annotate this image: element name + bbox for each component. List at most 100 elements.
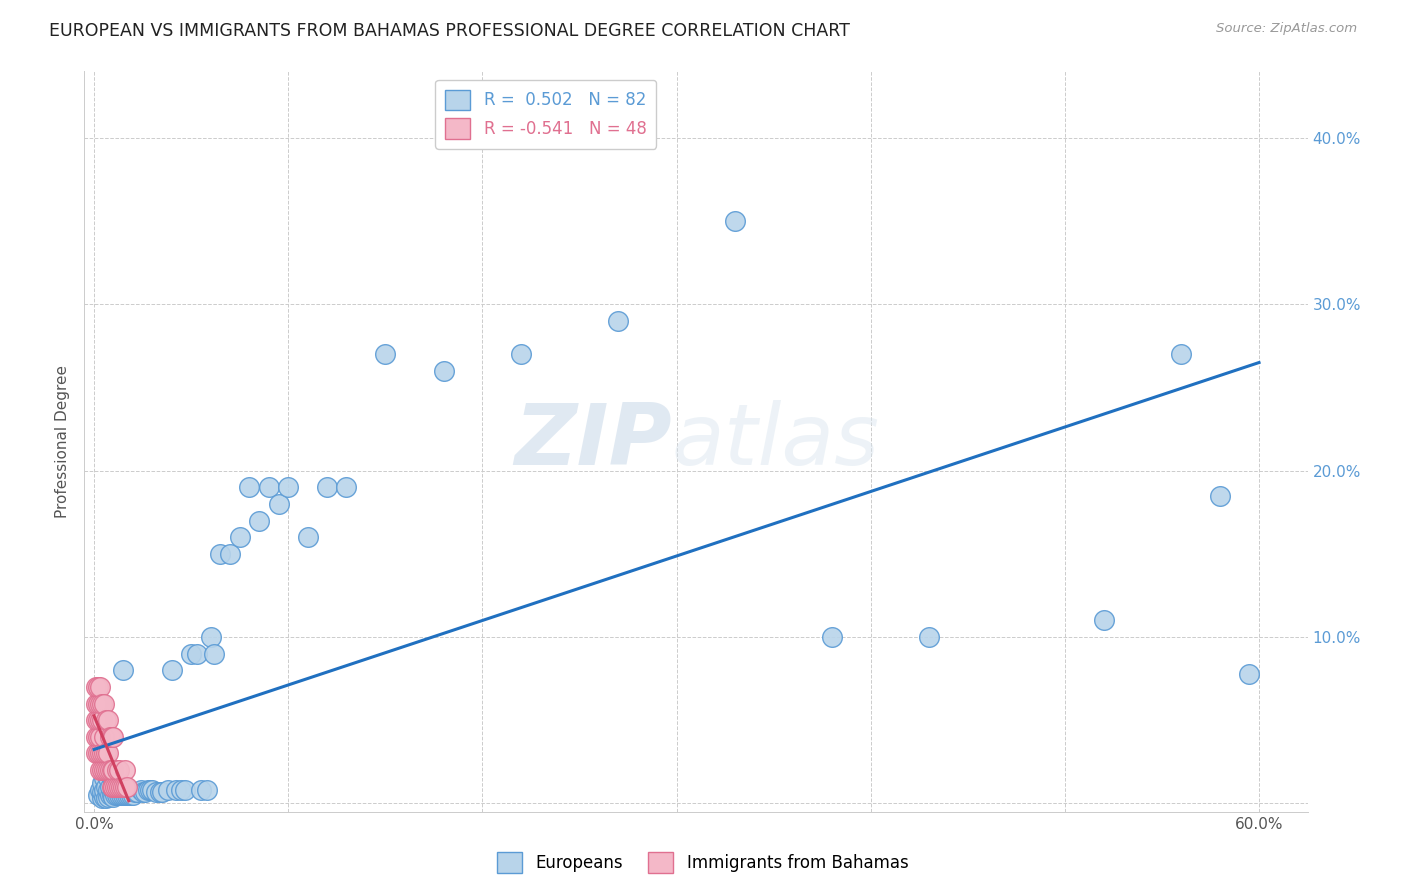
Point xyxy=(138,783,160,797)
Point xyxy=(103,774,125,789)
Point xyxy=(228,530,250,544)
Point xyxy=(84,730,107,744)
Point xyxy=(93,730,115,744)
Point xyxy=(114,780,136,794)
Point xyxy=(103,780,125,794)
Point xyxy=(110,780,132,794)
Point xyxy=(97,783,120,797)
Point xyxy=(821,630,844,644)
Legend: R =  0.502   N = 82, R = -0.541   N = 48: R = 0.502 N = 82, R = -0.541 N = 48 xyxy=(436,79,657,149)
Point xyxy=(94,780,117,794)
Point xyxy=(100,763,122,777)
Point xyxy=(432,364,454,378)
Point xyxy=(122,788,145,802)
Point xyxy=(100,780,122,794)
Point xyxy=(98,763,121,777)
Point xyxy=(84,697,107,711)
Point xyxy=(97,772,120,786)
Point xyxy=(186,647,208,661)
Point xyxy=(90,713,112,727)
Point xyxy=(180,647,202,661)
Text: Source: ZipAtlas.com: Source: ZipAtlas.com xyxy=(1216,22,1357,36)
Point xyxy=(87,788,110,802)
Point xyxy=(156,783,179,797)
Point xyxy=(97,763,120,777)
Point xyxy=(98,780,121,794)
Point xyxy=(89,783,111,797)
Point xyxy=(112,663,135,677)
Point xyxy=(84,713,107,727)
Point xyxy=(87,730,110,744)
Point xyxy=(114,788,136,802)
Point xyxy=(277,480,299,494)
Point xyxy=(108,780,131,794)
Point xyxy=(103,763,125,777)
Point xyxy=(267,497,290,511)
Legend: Europeans, Immigrants from Bahamas: Europeans, Immigrants from Bahamas xyxy=(491,846,915,880)
Point xyxy=(150,785,173,799)
Point xyxy=(84,747,107,761)
Point xyxy=(97,789,120,804)
Point xyxy=(89,747,111,761)
Point xyxy=(103,783,125,797)
Point xyxy=(93,772,115,786)
Point xyxy=(94,763,117,777)
Point xyxy=(105,780,128,794)
Point xyxy=(316,480,339,494)
Point xyxy=(90,785,112,799)
Point xyxy=(724,214,747,228)
Point xyxy=(238,480,260,494)
Point xyxy=(118,788,141,802)
Point xyxy=(84,680,107,694)
Point xyxy=(89,697,111,711)
Point xyxy=(97,747,120,761)
Point xyxy=(112,788,135,802)
Point xyxy=(134,785,156,799)
Point xyxy=(94,791,117,805)
Point xyxy=(105,780,128,794)
Point xyxy=(108,788,131,802)
Point xyxy=(114,763,136,777)
Point xyxy=(100,730,122,744)
Point xyxy=(170,783,193,797)
Point xyxy=(115,788,138,802)
Point xyxy=(98,763,121,777)
Point xyxy=(90,791,112,805)
Point xyxy=(110,788,132,802)
Point xyxy=(87,697,110,711)
Point xyxy=(93,783,115,797)
Point xyxy=(98,730,121,744)
Point xyxy=(103,763,125,777)
Point xyxy=(98,788,121,802)
Point xyxy=(105,763,128,777)
Point xyxy=(1209,489,1232,503)
Point xyxy=(89,730,111,744)
Point xyxy=(112,780,135,794)
Point xyxy=(195,783,218,797)
Point xyxy=(1239,666,1261,681)
Point xyxy=(93,697,115,711)
Point xyxy=(94,713,117,727)
Point xyxy=(139,783,162,797)
Point xyxy=(141,783,163,797)
Point xyxy=(89,713,111,727)
Point xyxy=(145,785,167,799)
Point xyxy=(87,680,110,694)
Point xyxy=(87,747,110,761)
Point xyxy=(93,763,115,777)
Point xyxy=(209,547,232,561)
Text: atlas: atlas xyxy=(672,400,880,483)
Point xyxy=(104,776,127,790)
Point xyxy=(374,347,396,361)
Point xyxy=(97,713,120,727)
Point xyxy=(93,789,115,804)
Point xyxy=(94,747,117,761)
Point xyxy=(104,780,127,794)
Point xyxy=(100,788,122,802)
Point xyxy=(165,783,187,797)
Point xyxy=(160,663,183,677)
Point xyxy=(510,347,533,361)
Point xyxy=(104,788,127,802)
Point xyxy=(89,680,111,694)
Point xyxy=(90,776,112,790)
